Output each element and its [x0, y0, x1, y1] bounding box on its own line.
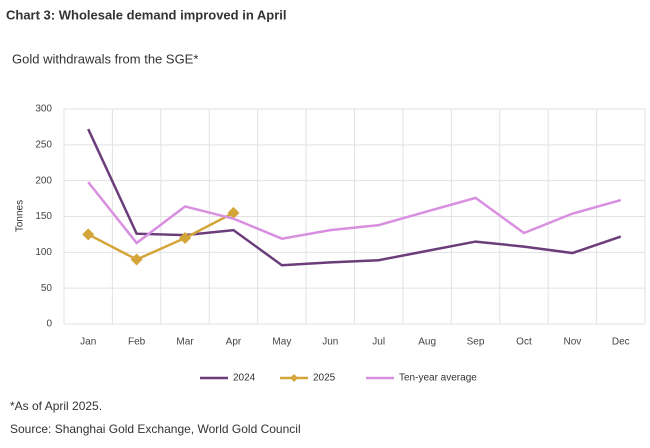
data-point [179, 232, 192, 244]
y-tick-label: 150 [35, 211, 52, 222]
y-axis-label: Tonnes [15, 200, 26, 232]
x-tick-label: Jun [322, 337, 338, 348]
data-point [130, 253, 143, 266]
y-tick-label: 0 [46, 319, 52, 330]
series-line [87, 181, 622, 245]
x-tick-label: Feb [128, 337, 146, 348]
x-tick-label: Jan [80, 337, 96, 348]
y-tick-label: 250 [35, 139, 52, 150]
x-tick-label: Aug [418, 337, 436, 348]
x-tick-label: Mar [176, 337, 194, 348]
data-point [227, 206, 240, 219]
chart-subtitle: Gold withdrawals from the SGE* [12, 51, 198, 66]
x-tick-label: Apr [226, 337, 242, 348]
y-tick-label: 100 [35, 247, 52, 258]
source: Source: Shanghai Gold Exchange, World Go… [10, 422, 301, 436]
x-tick-label: Sep [467, 337, 485, 348]
x-tick-label: Jul [372, 337, 385, 348]
footnote: *As of April 2025. [10, 399, 102, 413]
series-line [87, 128, 622, 267]
x-tick-label: Dec [612, 337, 630, 348]
data-point [82, 228, 95, 241]
y-tick-label: 200 [35, 175, 52, 186]
legend-label: 2025 [313, 373, 336, 384]
x-tick-label: May [272, 337, 291, 348]
x-tick-label: Nov [563, 337, 581, 348]
x-tick-label: Oct [516, 337, 532, 348]
legend-marker [290, 374, 298, 382]
legend-label: Ten-year average [399, 373, 477, 384]
y-tick-label: 50 [41, 283, 53, 294]
chart-title: Chart 3: Wholesale demand improved in Ap… [6, 7, 287, 22]
series-line [87, 211, 235, 261]
legend-label: 2024 [233, 373, 256, 384]
y-tick-label: 300 [35, 104, 52, 115]
